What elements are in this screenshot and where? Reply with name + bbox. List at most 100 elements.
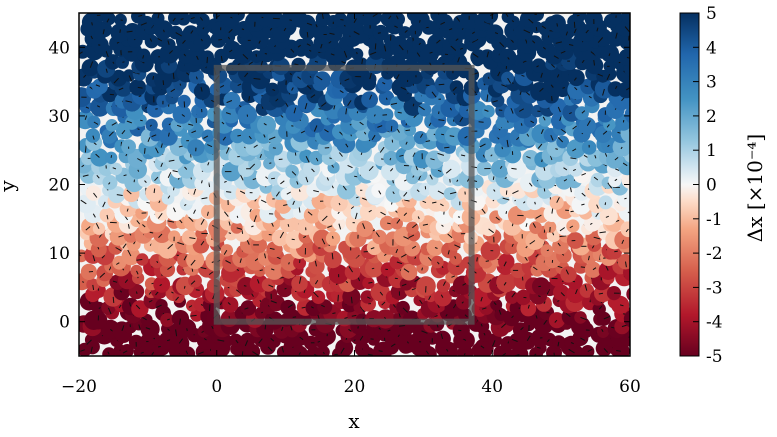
displacement-stroke [480, 323, 483, 327]
displacement-stroke [483, 83, 486, 86]
particle [245, 185, 260, 201]
displacement-stroke [201, 330, 205, 333]
displacement-stroke [546, 339, 550, 343]
colorbar-tick-label: 1 [706, 141, 717, 161]
displacement-stroke [158, 200, 161, 204]
displacement-stroke [472, 53, 479, 58]
displacement-stroke [570, 157, 577, 160]
displacement-stroke [622, 162, 628, 167]
particle [599, 207, 618, 226]
displacement-stroke [540, 72, 543, 78]
y-axis: 0 10 20 30 40 [48, 38, 630, 333]
displacement-stroke [602, 130, 608, 135]
displacement-stroke [412, 103, 415, 107]
displacement-stroke [190, 30, 194, 34]
displacement-stroke [359, 121, 364, 126]
displacement-stroke [126, 30, 133, 33]
particle [289, 345, 309, 356]
displacement-stroke [299, 336, 304, 341]
displacement-stroke [279, 231, 285, 239]
displacement-stroke [281, 346, 284, 353]
displacement-stroke [557, 341, 560, 347]
displacement-stroke [459, 117, 464, 123]
displacement-stroke [601, 328, 604, 333]
displacement-stroke [271, 268, 275, 271]
displacement-stroke [111, 122, 117, 126]
displacement-stroke [268, 284, 274, 288]
displacement-stroke [254, 198, 257, 202]
displacement-stroke [481, 208, 486, 214]
displacement-stroke [286, 191, 292, 195]
displacement-stroke [200, 266, 208, 270]
displacement-stroke [511, 338, 518, 342]
displacement-stroke [421, 330, 428, 334]
displacement-stroke [604, 202, 607, 206]
displacement-stroke [105, 68, 108, 73]
displacement-stroke [494, 32, 499, 35]
displacement-stroke [102, 29, 105, 35]
displacement-stroke [396, 261, 403, 265]
displacement-stroke [526, 133, 530, 137]
displacement-stroke [310, 306, 314, 309]
displacement-stroke [406, 341, 409, 344]
displacement-stroke [397, 111, 402, 114]
displacement-stroke [421, 267, 423, 271]
displacement-stroke [140, 351, 144, 354]
displacement-stroke [338, 223, 342, 230]
displacement-stroke [258, 338, 263, 344]
displacement-stroke [536, 65, 539, 68]
displacement-stroke [200, 38, 203, 42]
displacement-stroke [437, 261, 440, 265]
displacement-stroke [591, 244, 595, 249]
displacement-stroke [227, 36, 231, 40]
displacement-stroke [298, 189, 301, 192]
displacement-stroke [552, 232, 555, 236]
displacement-stroke [412, 223, 418, 229]
displacement-stroke [239, 258, 242, 263]
displacement-stroke [158, 233, 163, 238]
displacement-stroke [550, 63, 556, 68]
displacement-stroke [121, 325, 125, 331]
displacement-stroke [297, 76, 302, 80]
displacement-stroke [308, 49, 312, 52]
displacement-stroke [418, 42, 421, 46]
displacement-stroke [175, 329, 178, 337]
displacement-stroke [556, 74, 560, 78]
displacement-stroke [417, 216, 420, 220]
displacement-stroke [401, 283, 407, 287]
displacement-stroke [399, 324, 406, 327]
displacement-stroke [505, 13, 509, 17]
displacement-stroke [227, 302, 231, 305]
displacement-stroke [167, 318, 170, 321]
displacement-stroke [431, 91, 437, 98]
displacement-stroke [80, 349, 85, 352]
displacement-stroke [603, 315, 611, 320]
displacement-stroke [171, 291, 174, 294]
particle [90, 97, 110, 117]
particle [573, 260, 588, 274]
displacement-stroke [501, 146, 503, 150]
displacement-stroke [367, 353, 373, 356]
displacement-stroke [330, 53, 335, 56]
displacement-stroke [157, 213, 163, 219]
particle [313, 229, 332, 248]
displacement-stroke [573, 77, 577, 81]
particle [609, 13, 623, 25]
displacement-stroke [126, 208, 129, 212]
displacement-stroke [429, 51, 433, 54]
displacement-stroke [264, 53, 268, 55]
displacement-stroke [118, 87, 124, 91]
displacement-stroke [129, 302, 132, 307]
displacement-stroke [239, 190, 246, 194]
displacement-stroke [155, 147, 159, 154]
displacement-stroke [140, 22, 147, 26]
displacement-stroke [200, 218, 205, 225]
displacement-stroke [321, 13, 324, 19]
displacement-stroke [324, 129, 329, 133]
displacement-stroke [557, 137, 564, 143]
particle [612, 137, 630, 157]
displacement-stroke [434, 247, 438, 249]
displacement-stroke [253, 78, 261, 80]
displacement-stroke [344, 316, 349, 319]
displacement-stroke [412, 152, 416, 157]
